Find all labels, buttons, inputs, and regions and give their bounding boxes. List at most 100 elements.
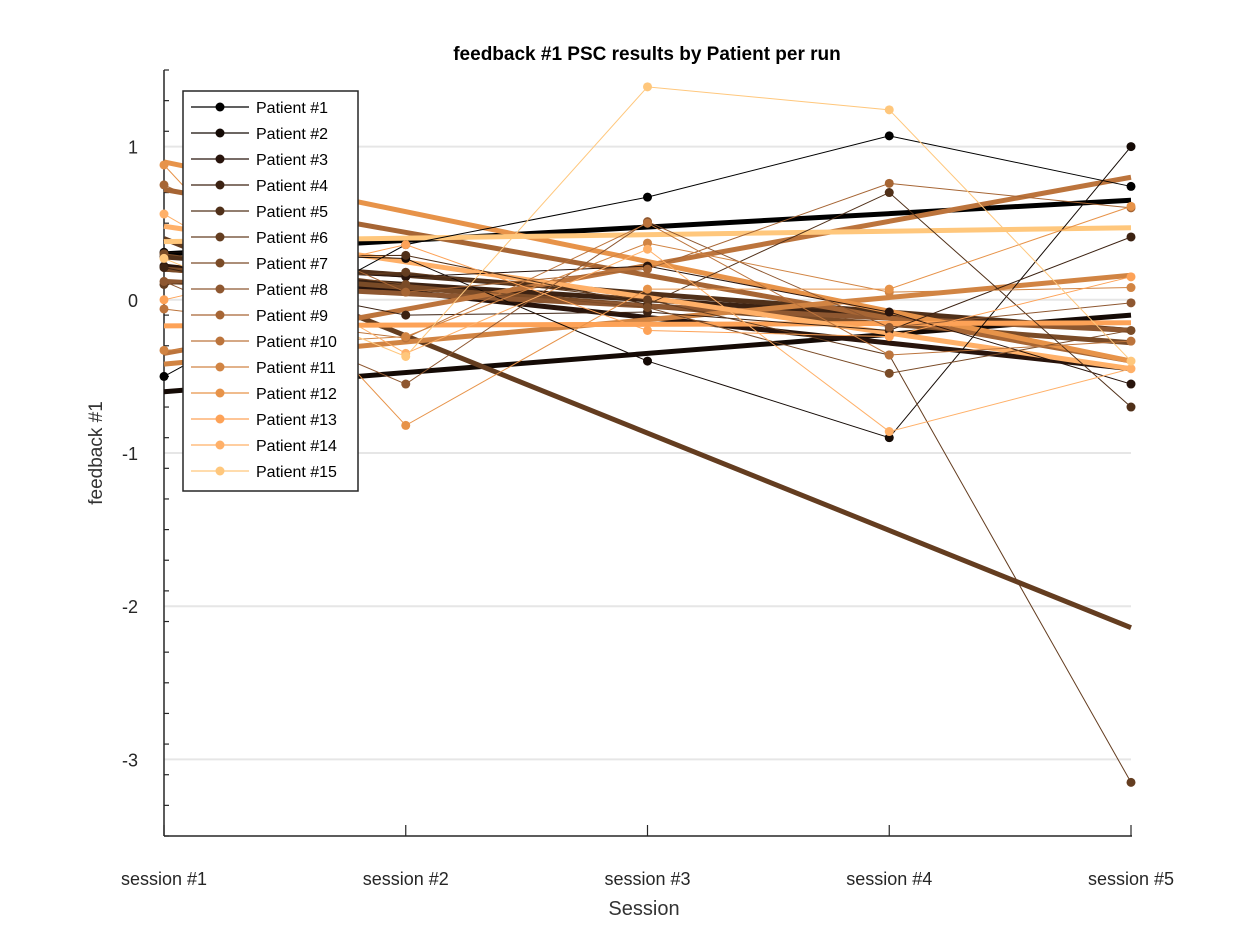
y-tick-label: 1: [128, 138, 138, 158]
data-point: [1126, 402, 1136, 412]
data-point: [1126, 181, 1136, 191]
data-point: [884, 322, 894, 332]
data-point: [643, 192, 652, 202]
y-tick-label: -1: [122, 444, 138, 464]
x-axis-label: Session: [608, 898, 679, 920]
legend-marker: [215, 440, 225, 450]
legend-label: Patient #13: [256, 412, 337, 429]
legend-label: Patient #15: [256, 464, 337, 481]
x-tick-label: session #4: [846, 869, 932, 889]
data-point: [884, 427, 894, 437]
data-point: [884, 307, 894, 317]
legend-label: Patient #4: [256, 178, 328, 195]
legend-label: Patient #11: [256, 360, 336, 377]
y-tick-label: -2: [122, 597, 138, 617]
data-point: [159, 263, 169, 273]
data-point: [401, 332, 411, 342]
data-point: [401, 250, 411, 260]
legend-label: Patient #14: [256, 438, 337, 455]
y-tick-label: 0: [128, 291, 138, 311]
legend-box: [182, 90, 359, 492]
data-point: [159, 180, 169, 190]
data-point: [643, 356, 652, 366]
chart-title: feedback #1 PSC results by Patient per r…: [453, 44, 841, 65]
data-point: [1126, 232, 1136, 242]
y-tick-label: -3: [122, 750, 138, 770]
data-point: [401, 287, 411, 297]
legend-marker: [215, 414, 225, 424]
legend-label: Patient #5: [256, 204, 328, 221]
legend-marker: [215, 128, 225, 138]
legend-marker: [215, 284, 225, 294]
legend-label: Patient #1: [256, 100, 328, 117]
data-point: [401, 267, 411, 277]
data-point: [401, 240, 411, 250]
data-point: [159, 253, 169, 263]
data-point: [643, 264, 652, 274]
data-point: [1126, 379, 1136, 389]
axes: -3 -2 -1 0 1 session #1 session #2 session #3 se…: [121, 69, 1174, 889]
data-point: [401, 379, 411, 389]
legend-marker: [215, 206, 225, 216]
x-tick-label: session #5: [1088, 869, 1174, 889]
legend-label: Patient #7: [256, 256, 328, 273]
x-tick-label: session #1: [121, 869, 207, 889]
data-point: [1126, 142, 1136, 152]
data-point: [884, 350, 894, 360]
data-point: [643, 244, 652, 254]
data-point: [643, 284, 652, 294]
data-point: [401, 351, 411, 361]
legend-label: Patient #8: [256, 282, 328, 299]
data-point: [159, 209, 169, 219]
data-point: [884, 332, 894, 342]
legend-marker: [215, 154, 225, 164]
data-point: [884, 178, 894, 188]
data-point: [1126, 298, 1136, 308]
legend-label: Patient #10: [256, 334, 337, 351]
data-point: [884, 131, 894, 141]
legend-label: Patient #9: [256, 308, 328, 325]
data-point: [884, 188, 894, 198]
legend-label: Patient #3: [256, 152, 328, 169]
data-point: [401, 310, 411, 320]
data-point: [159, 160, 169, 170]
data-point: [1126, 283, 1136, 293]
data-point: [401, 420, 411, 430]
legend-marker: [215, 232, 225, 242]
data-point: [643, 82, 652, 92]
data-point: [1126, 201, 1136, 211]
legend-marker: [215, 466, 225, 476]
data-point: [159, 295, 169, 305]
y-axis-label: feedback #1: [86, 401, 107, 505]
legend-marker: [215, 388, 225, 398]
data-point: [159, 371, 169, 381]
data-point: [1126, 336, 1136, 346]
data-point: [1126, 364, 1136, 374]
data-point: [643, 325, 652, 335]
legend-marker: [215, 102, 225, 112]
data-point: [401, 279, 411, 289]
data-point: [884, 105, 894, 115]
data-point: [643, 295, 652, 305]
legend-marker: [215, 180, 225, 190]
legend: Patient #1 Patient #2 Patient #3 Patient #4…: [182, 90, 359, 492]
data-point: [643, 302, 652, 312]
data-point: [1126, 325, 1136, 335]
data-point: [884, 368, 894, 378]
data-point: [643, 218, 652, 228]
legend-marker: [215, 336, 225, 346]
data-point: [1126, 777, 1136, 787]
x-tick-label: session #2: [363, 869, 449, 889]
legend-marker: [215, 362, 225, 372]
data-point: [1126, 272, 1136, 282]
legend-label: Patient #6: [256, 230, 328, 247]
data-point: [1126, 356, 1136, 366]
x-tick-label: session #3: [604, 869, 690, 889]
data-point: [159, 276, 169, 286]
data-point: [884, 284, 894, 294]
data-point: [159, 345, 169, 355]
legend-marker: [215, 258, 225, 268]
data-point: [159, 304, 169, 314]
legend-marker: [215, 310, 225, 320]
